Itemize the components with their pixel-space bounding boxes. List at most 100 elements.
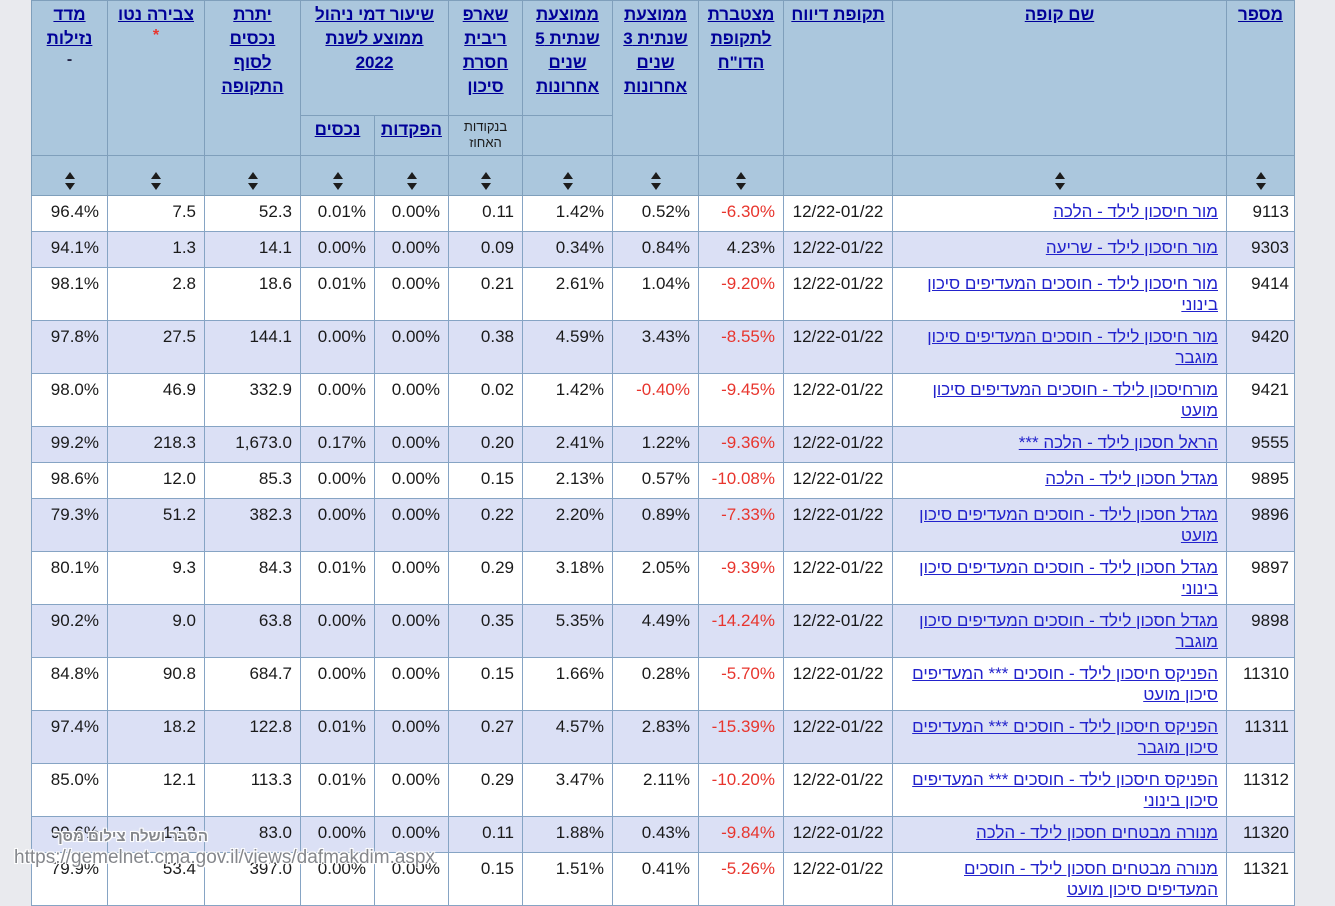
sort-link-avg3[interactable]: ממוצעת שנתית 3 שנים אחרונות (623, 5, 688, 96)
fund-name-link[interactable]: מור חיסכון לילד - הלכה (1053, 202, 1218, 221)
sharpe-value: 0.09 (448, 231, 523, 268)
fund-number: 9421 (1226, 373, 1295, 427)
fund-name-link[interactable]: מורחיסכון לילד - חוסכים המעדיפים סיכון מ… (932, 380, 1218, 420)
liquidity-value: 99.2% (31, 426, 108, 463)
fund-name-link[interactable]: הפניקס חיסכון לילד - חוסכים *** המעדיפים… (912, 717, 1218, 757)
balance-value: 1,673.0 (204, 426, 301, 463)
sort-link-fee-assets[interactable]: נכסים (314, 120, 361, 139)
sort-asc-icon (650, 171, 661, 179)
sort-control[interactable] (332, 171, 343, 190)
fee-deposits-value: 0.00% (374, 267, 449, 321)
sort-link-management-fee[interactable]: שיעור דמי ניהול ממוצע לשנת 2022 (314, 5, 435, 72)
fee-deposits-value: 0.00% (374, 373, 449, 427)
fund-name-link[interactable]: מגדל חסכון לילד - חוסכים המעדיפים סיכון … (919, 558, 1218, 598)
net-accumulation-value: 7.5 (107, 195, 205, 232)
sort-link-net-accumulation[interactable]: צבירה נטו (117, 5, 195, 24)
fund-number: 11320 (1226, 816, 1295, 853)
report-period-value: 12/22-01/22 (783, 498, 893, 552)
fund-name-link[interactable]: מגדל חסכון לילד - חוסכים המעדיפים סיכון … (919, 505, 1218, 545)
fee-assets-value: 0.00% (300, 498, 375, 552)
sort-link-sharpe[interactable]: שארפ ריבית חסרת סיכון (462, 5, 509, 96)
sort-control[interactable] (650, 171, 661, 190)
fee-deposits-value: 0.00% (374, 195, 449, 232)
sort-asc-icon (332, 171, 343, 179)
fund-number: 9898 (1226, 604, 1295, 658)
sort-link-fund-name[interactable]: שם קופה (1024, 5, 1095, 24)
fund-row: 9897 מגדל חסכון לילד - חוסכים המעדיפים ס… (31, 551, 1295, 605)
fund-name-cell: מנורה מבטחים חסכון לילד - חוסכים המעדיפי… (892, 852, 1227, 906)
balance-value: 84.3 (204, 551, 301, 605)
filter-cell-liquidity (31, 155, 108, 196)
fund-number: 9895 (1226, 462, 1295, 499)
sort-control[interactable] (736, 171, 746, 190)
sort-link-report-period[interactable]: תקופת דיווח (791, 5, 885, 24)
avg5-return-value: 1.42% (522, 195, 613, 232)
fund-row: 11321 מנורה מבטחים חסכון לילד - חוסכים ה… (31, 852, 1295, 906)
fee-deposits-value: 0.00% (374, 551, 449, 605)
avg3-return-value: 0.28% (612, 657, 699, 711)
cumulative-return-value: -9.84% (698, 816, 784, 853)
net-accumulation-value: 27.5 (107, 320, 205, 374)
fund-row: 9303 מור חיסכון לילד - שריעה 12/22-01/22… (31, 231, 1295, 268)
sort-control[interactable] (1054, 171, 1065, 190)
fund-name-link[interactable]: מור חיסכון לילד - חוסכים המעדיפים סיכון … (927, 274, 1218, 314)
sort-desc-icon (650, 182, 661, 190)
fund-name-link[interactable]: מנורה מבטחים חסכון לילד - הלכה (976, 823, 1218, 842)
sort-link-fee-deposits[interactable]: הפקדות (381, 120, 442, 139)
balance-value: 52.3 (204, 195, 301, 232)
net-accumulation-value: 12.1 (107, 763, 205, 817)
fund-name-cell: מור חיסכון לילד - חוסכים המעדיפים סיכון … (892, 320, 1227, 374)
fund-name-link[interactable]: מגדל חסכון לילד - חוסכים המעדיפים סיכון … (919, 611, 1218, 651)
liquidity-value: 99.6% (31, 816, 108, 853)
column-header-management-fee: שיעור דמי ניהול ממוצע לשנת 2022 (300, 0, 449, 116)
sort-asc-icon (480, 171, 491, 179)
sharpe-value: 0.29 (448, 551, 523, 605)
report-period-value: 12/22-01/22 (783, 710, 893, 764)
liquidity-value: 96.4% (31, 195, 108, 232)
fund-name-link[interactable]: מגדל חסכון לילד - הלכה (1045, 469, 1218, 488)
fund-row: 9113 מור חיסכון לילד - הלכה 12/22-01/22 … (31, 195, 1295, 232)
cumulative-return-value: 4.23% (698, 231, 784, 268)
sort-link-balance[interactable]: יתרת נכסים לסוף התקופה (221, 5, 284, 96)
fund-name-link[interactable]: הפניקס חיסכון לילד - חוסכים *** המעדיפים… (912, 770, 1218, 810)
sort-control[interactable] (1255, 171, 1266, 190)
filter-cell-balance (204, 155, 301, 196)
report-period-value: 12/22-01/22 (783, 267, 893, 321)
liquidity-value: 79.9% (31, 852, 108, 906)
fund-name-link[interactable]: מנורה מבטחים חסכון לילד - חוסכים המעדיפי… (964, 859, 1218, 899)
cumulative-return-value: -15.39% (698, 710, 784, 764)
fee-deposits-value: 0.00% (374, 852, 449, 906)
avg3-return-value: 0.57% (612, 462, 699, 499)
balance-value: 122.8 (204, 710, 301, 764)
sort-control[interactable] (247, 171, 258, 190)
sort-control[interactable] (406, 171, 417, 190)
sort-link-avg5[interactable]: ממוצעת שנתית 5 שנים אחרונות (535, 5, 600, 96)
sort-control[interactable] (64, 171, 75, 190)
fund-name-link[interactable]: מור חיסכון לילד - שריעה (1045, 238, 1218, 257)
net-accumulation-value: 51.2 (107, 498, 205, 552)
sort-control[interactable] (151, 171, 161, 190)
avg5-return-value: 3.47% (522, 763, 613, 817)
fund-name-cell: מור חיסכון לילד - חוסכים המעדיפים סיכון … (892, 267, 1227, 321)
sort-control[interactable] (562, 171, 573, 190)
sort-link-liquidity[interactable]: מדד נזילות (46, 5, 93, 48)
filter-cell-fund-name (892, 155, 1227, 196)
fund-name-link[interactable]: מור חיסכון לילד - חוסכים המעדיפים סיכון … (927, 327, 1218, 367)
fund-row: 9896 מגדל חסכון לילד - חוסכים המעדיפים ס… (31, 498, 1295, 552)
fund-number: 9113 (1226, 195, 1295, 232)
fund-name-link[interactable]: הפניקס חיסכון לילד - חוסכים *** המעדיפים… (912, 664, 1218, 704)
fund-name-cell: הפניקס חיסכון לילד - חוסכים *** המעדיפים… (892, 710, 1227, 764)
cumulative-return-value: -9.20% (698, 267, 784, 321)
balance-value: 83.0 (204, 816, 301, 853)
fee-assets-value: 0.01% (300, 195, 375, 232)
sort-link-number[interactable]: מספר (1238, 5, 1283, 24)
sort-link-cumulative[interactable]: מצטברת לתקופת הדו"ח (707, 5, 775, 72)
sharpe-value: 0.02 (448, 373, 523, 427)
net-accumulation-value: 12.0 (107, 462, 205, 499)
sort-control[interactable] (480, 171, 491, 190)
sort-desc-icon (1054, 182, 1065, 190)
sharpe-value: 0.20 (448, 426, 523, 463)
fund-name-cell: הפניקס חיסכון לילד - חוסכים *** המעדיפים… (892, 763, 1227, 817)
fund-name-link[interactable]: הראל חסכון לילד - הלכה *** (1018, 433, 1218, 452)
report-period-value: 12/22-01/22 (783, 763, 893, 817)
